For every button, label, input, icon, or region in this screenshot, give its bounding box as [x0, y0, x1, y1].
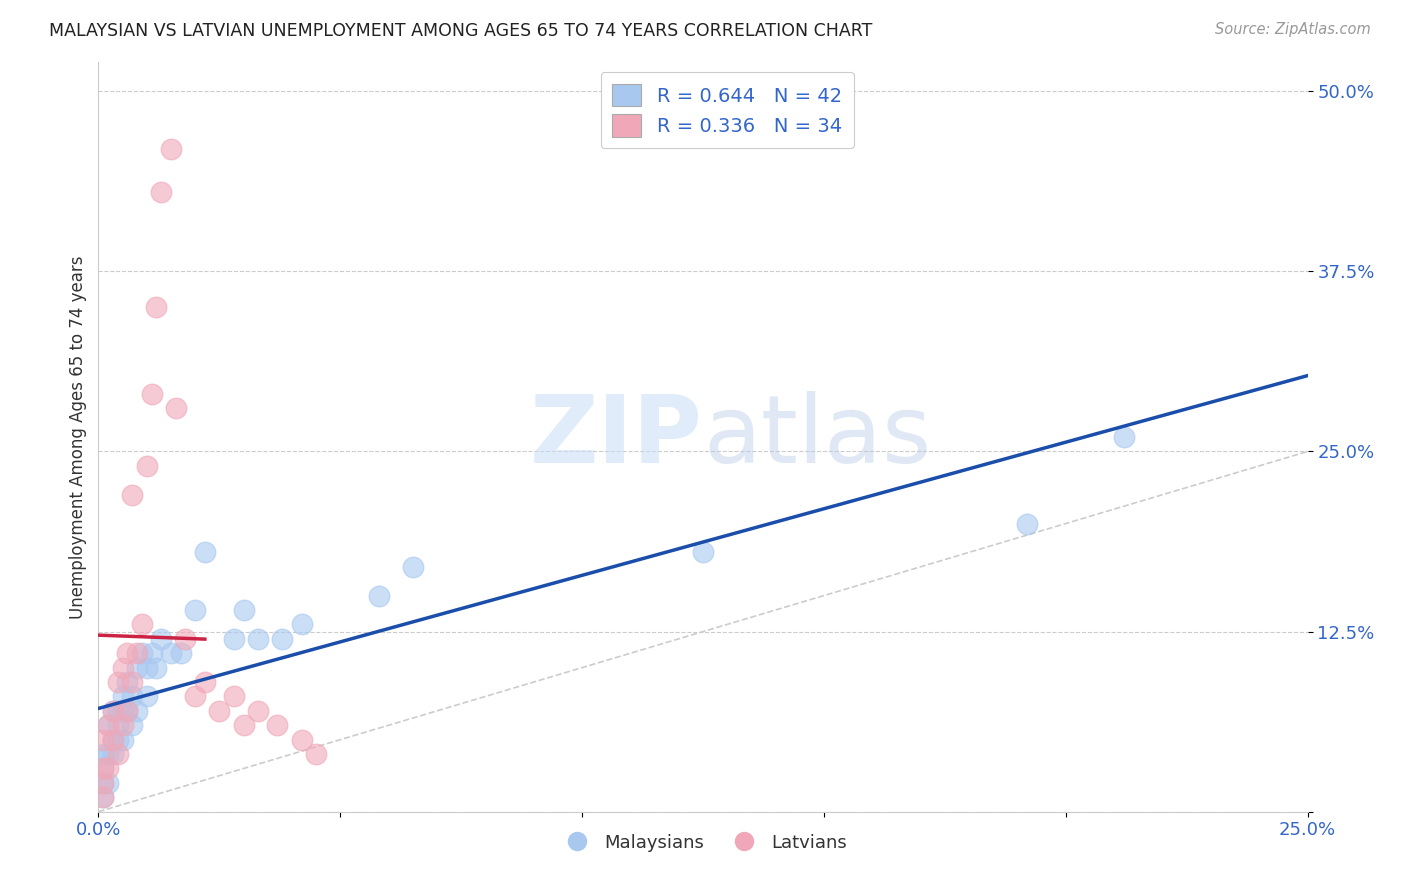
Point [135, 458, 157, 473]
Point [184, 603, 207, 617]
Point [107, 704, 129, 718]
Point [160, 142, 183, 156]
Point [266, 718, 288, 732]
Point [368, 589, 391, 603]
Point [117, 675, 139, 690]
Point [97, 762, 120, 776]
Point [101, 732, 124, 747]
Point [271, 632, 294, 646]
Point [97, 718, 120, 732]
Point [131, 646, 153, 660]
Point [111, 690, 134, 704]
Point [160, 646, 183, 660]
Point [222, 690, 245, 704]
Point [91, 776, 114, 790]
Point [127, 660, 149, 674]
Point [232, 718, 254, 732]
Y-axis label: Unemployment Among Ages 65 to 74 years: Unemployment Among Ages 65 to 74 years [69, 255, 87, 619]
Point [232, 603, 254, 617]
Point [150, 632, 173, 646]
Point [141, 387, 163, 401]
Point [194, 545, 217, 559]
Point [91, 747, 114, 761]
Point [97, 776, 120, 790]
Point [127, 704, 149, 718]
Point [184, 690, 207, 704]
Point [141, 646, 163, 660]
Point [402, 559, 425, 574]
Point [247, 704, 270, 718]
Point [208, 704, 231, 718]
Point [692, 545, 714, 559]
Point [107, 747, 129, 761]
Point [127, 646, 149, 660]
Point [107, 675, 129, 690]
Point [91, 776, 114, 790]
Point [121, 488, 143, 502]
Point [111, 732, 134, 747]
Point [135, 690, 157, 704]
Point [121, 690, 143, 704]
Point [91, 732, 114, 747]
Point [145, 660, 167, 674]
Point [121, 675, 143, 690]
Point [91, 790, 114, 805]
Point [91, 762, 114, 776]
Point [135, 660, 157, 674]
Point [117, 646, 139, 660]
Text: MALAYSIAN VS LATVIAN UNEMPLOYMENT AMONG AGES 65 TO 74 YEARS CORRELATION CHART: MALAYSIAN VS LATVIAN UNEMPLOYMENT AMONG … [49, 22, 873, 40]
Point [194, 675, 217, 690]
Point [97, 747, 120, 761]
Point [165, 401, 187, 416]
Text: ZIP: ZIP [530, 391, 703, 483]
Point [247, 632, 270, 646]
Point [117, 704, 139, 718]
Legend: Malaysians, Latvians: Malaysians, Latvians [553, 827, 853, 859]
Text: atlas: atlas [703, 391, 931, 483]
Point [107, 732, 129, 747]
Point [169, 646, 191, 660]
Point [1112, 430, 1135, 444]
Point [1015, 516, 1038, 531]
Text: Source: ZipAtlas.com: Source: ZipAtlas.com [1215, 22, 1371, 37]
Point [150, 185, 173, 199]
Point [97, 718, 120, 732]
Point [91, 762, 114, 776]
Point [101, 704, 124, 718]
Point [305, 747, 328, 761]
Point [121, 718, 143, 732]
Point [174, 632, 197, 646]
Point [111, 718, 134, 732]
Point [222, 632, 245, 646]
Point [101, 732, 124, 747]
Point [117, 704, 139, 718]
Point [111, 660, 134, 674]
Point [101, 747, 124, 761]
Point [111, 704, 134, 718]
Point [131, 617, 153, 632]
Point [107, 718, 129, 732]
Point [91, 790, 114, 805]
Point [101, 704, 124, 718]
Point [290, 617, 312, 632]
Point [145, 301, 167, 315]
Point [290, 732, 312, 747]
